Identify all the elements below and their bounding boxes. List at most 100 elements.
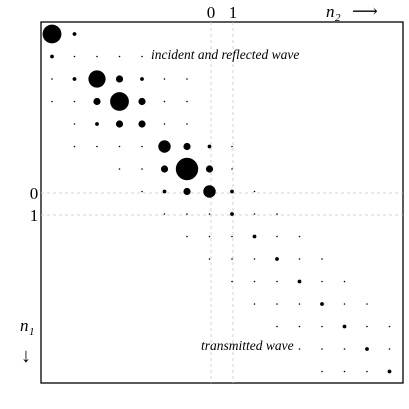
matrix-dot: [321, 325, 323, 328]
matrix-dot: [95, 122, 99, 126]
matrix-dot: [141, 55, 143, 58]
annotation-incident-reflected: incident and reflected wave: [151, 47, 299, 62]
matrix-dot: [118, 55, 121, 58]
matrix-dot: [186, 235, 188, 238]
matrix-dot: [73, 100, 76, 103]
matrix-dot: [321, 258, 323, 260]
matrix-dot: [253, 258, 256, 260]
matrix-dot: [252, 234, 257, 239]
matrix-dot: [297, 279, 302, 284]
matrix-dots: [42, 24, 392, 374]
matrix-dot: [163, 100, 166, 103]
annotation-transmitted: transmitted wave: [201, 338, 294, 353]
matrix-dot: [253, 280, 256, 283]
matrix-dot: [298, 303, 301, 305]
matrix-dot: [110, 92, 129, 111]
matrix-dot: [203, 185, 216, 198]
matrix-dot: [163, 123, 166, 125]
matrix-dot: [42, 24, 62, 44]
col-axis-subscript: 2: [335, 12, 341, 24]
matrix-dot: [366, 303, 368, 305]
row-axis-symbol: n: [20, 316, 29, 335]
matrix-dot: [138, 97, 146, 106]
matrix-dot: [163, 213, 166, 215]
matrix-dot: [342, 324, 347, 329]
row-axis-label: n 1: [20, 316, 35, 338]
matrix-dot: [298, 348, 301, 350]
matrix-dot: [118, 145, 121, 148]
matrix-dot: [186, 100, 188, 103]
matrix-dot: [158, 140, 171, 153]
matrix-dot: [186, 123, 188, 125]
matrix-dot: [276, 213, 278, 215]
matrix-dot: [115, 120, 124, 128]
matrix-dot: [343, 280, 346, 283]
matrix-dot: [51, 78, 53, 80]
matrix-dot: [343, 348, 346, 350]
matrix-dot: [275, 257, 279, 261]
matrix-dot: [186, 213, 188, 215]
matrix-dot: [253, 190, 256, 193]
matrix-dot: [343, 370, 346, 373]
matrix-dot: [231, 145, 233, 148]
matrix-dot: [208, 213, 211, 215]
matrix-dot: [231, 280, 233, 283]
matrix-dot: [276, 235, 278, 238]
row-axis-subscript: 1: [29, 326, 35, 338]
matrix-dot: [321, 348, 323, 350]
matrix-dot: [207, 144, 212, 149]
matrix-dot: [276, 303, 278, 305]
matrix-dot: [183, 142, 191, 151]
matrix-frame: [40, 21, 404, 384]
matrix-dot: [140, 77, 144, 81]
matrix-dot: [230, 189, 234, 194]
matrix-dot: [72, 32, 77, 36]
matrix-dot: [366, 325, 368, 328]
matrix-dot: [115, 75, 124, 83]
matrix-dot: [51, 100, 53, 103]
matrix-dot: [276, 280, 278, 283]
matrix-dot: [388, 348, 391, 350]
matrix-dot: [231, 235, 233, 238]
matrix-dot: [208, 258, 211, 260]
matrix-dot: [298, 258, 301, 260]
matrix-dot: [365, 347, 369, 351]
matrix-dot: [93, 97, 101, 106]
matrix-dot: [141, 190, 143, 193]
matrix-dot: [96, 55, 98, 58]
matrix-dot: [186, 78, 188, 80]
matrix-dot: [298, 325, 301, 328]
row-axis-arrow: ↓: [21, 345, 31, 367]
col-axis-label: n 2: [326, 2, 341, 24]
col-axis-symbol: n: [326, 2, 335, 21]
matrix-dot: [320, 302, 324, 306]
matrix-dot: [50, 54, 54, 59]
matrix-dot: [118, 168, 121, 170]
matrix-dot: [160, 165, 169, 173]
matrix-dot: [141, 168, 143, 170]
matrix-dot: [88, 70, 106, 88]
row-tick-0: 0: [30, 184, 39, 203]
matrix-dot: [138, 120, 146, 128]
matrix-dot: [73, 123, 76, 125]
matrix-dot: [253, 213, 256, 215]
matrix-dot: [163, 78, 166, 80]
matrix-dot: [387, 369, 392, 374]
matrix-dot: [298, 235, 301, 238]
matrix-dot: [253, 303, 256, 305]
col-axis-arrow: ⟶: [352, 1, 378, 21]
matrix-dot: [231, 258, 233, 260]
matrix-dot: [141, 145, 143, 148]
matrix-dot: [73, 145, 76, 148]
matrix-dot: [72, 77, 77, 81]
row-tick-1: 1: [30, 206, 39, 225]
matrix-dot: [343, 303, 346, 305]
matrix-dot: [230, 212, 234, 216]
matrix-dot: [321, 370, 323, 373]
col-tick-0: 0: [207, 3, 216, 22]
matrix-dot: [96, 145, 98, 148]
col-tick-1: 1: [229, 3, 238, 22]
matrix-dot: [321, 280, 323, 283]
matrix-dot: [175, 157, 199, 181]
